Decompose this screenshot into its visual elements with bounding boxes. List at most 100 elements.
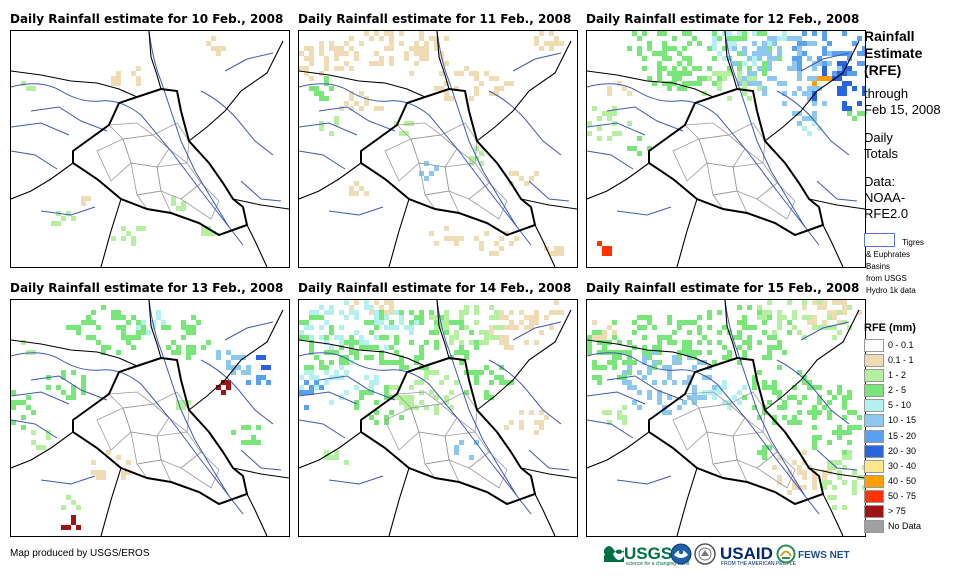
rainfall-cell (489, 325, 494, 330)
rainfall-cell (524, 315, 529, 320)
rainfall-cell (802, 315, 807, 320)
rainfall-cell (722, 46, 727, 51)
international-border (148, 300, 162, 359)
rainfall-cell (444, 375, 449, 380)
rainfall-cell (56, 385, 61, 390)
rainfall-cell (469, 156, 474, 161)
rainfall-cell (554, 41, 559, 46)
international-border (676, 467, 698, 536)
rainfall-cell (772, 465, 777, 470)
rainfall-cell (191, 325, 196, 330)
rainfall-cell (469, 455, 474, 460)
rainfall-cell (339, 360, 344, 365)
international-border (676, 198, 698, 267)
rainfall-cell (777, 345, 782, 350)
rainfall-cell (424, 365, 429, 370)
rainfall-cell (399, 400, 404, 405)
rainfall-cell (682, 56, 687, 61)
rainfall-cell (474, 320, 479, 325)
rainfall-cell (494, 310, 499, 315)
rainfall-cell (319, 51, 324, 56)
rainfall-cell (762, 385, 767, 390)
rainfall-cell (81, 380, 86, 385)
rainfall-cell (747, 345, 752, 350)
rainfall-cell (682, 345, 687, 350)
rainfall-cell (627, 370, 632, 375)
rainfall-cell (479, 161, 484, 166)
rainfall-cell (812, 315, 817, 320)
rainfall-cell (26, 405, 31, 410)
rainfall-cell (802, 126, 807, 131)
rainfall-cell (672, 46, 677, 51)
rainfall-cell (299, 51, 304, 56)
rainfall-cell (667, 86, 672, 91)
rainfall-cell (414, 355, 419, 360)
rainfall-cell (727, 36, 732, 41)
rainfall-cell (627, 380, 632, 385)
rainfall-cell (111, 76, 116, 81)
rainfall-cell (792, 56, 797, 61)
rainfall-cell (622, 370, 627, 375)
rainfall-cell (852, 470, 857, 475)
rainfall-cell (622, 415, 627, 420)
rainfall-cell (792, 61, 797, 66)
rainfall-cell (459, 345, 464, 350)
rainfall-cell (677, 51, 682, 56)
basin-line: Basins (866, 262, 891, 271)
rainfall-cell (389, 300, 394, 305)
usgs-logo-text: USGS (624, 544, 673, 563)
rainfall-cell (767, 400, 772, 405)
rainfall-cell (111, 310, 116, 315)
international-border (148, 31, 162, 90)
rainfall-cell (842, 480, 847, 485)
rainfall-cell (504, 425, 509, 430)
rainfall-cell (324, 450, 329, 455)
rainfall-cell (419, 171, 424, 176)
rainfall-cell (359, 345, 364, 350)
rainfall-cell (597, 375, 602, 380)
rainfall-cell (404, 395, 409, 400)
rainfall-cell (434, 410, 439, 415)
rainfall-cell (71, 515, 76, 520)
rainfall-cell (136, 226, 141, 231)
rainfall-cell (687, 375, 692, 380)
rainfall-cell (21, 400, 26, 405)
rainfall-cell (559, 310, 564, 315)
rainfall-cell (339, 66, 344, 71)
rainfall-cell (812, 121, 817, 126)
river-basin-line (587, 419, 634, 439)
rainfall-cell (812, 96, 817, 101)
rainfall-cell (364, 300, 369, 305)
rainfall-cell (687, 345, 692, 350)
rainfall-cell (592, 330, 597, 335)
rainfall-cell (116, 81, 121, 86)
rainfall-cell (807, 131, 812, 136)
rainfall-cell (837, 470, 842, 475)
rainfall-cell (509, 81, 514, 86)
rainfall-cell (737, 320, 742, 325)
rainfall-cell (349, 46, 354, 51)
rainfall-cell (474, 310, 479, 315)
rainfall-cell (782, 415, 787, 420)
doi-seal-icon (694, 543, 716, 565)
rainfall-cell (334, 56, 339, 61)
rainfall-cell (797, 51, 802, 56)
rainfall-cell (797, 410, 802, 415)
rainfall-cell (842, 66, 847, 71)
rainfall-cell (827, 440, 832, 445)
rainfall-cell (862, 465, 865, 470)
river-basin-line (30, 106, 108, 132)
rainfall-cell (807, 91, 812, 96)
rainfall-cell (319, 365, 324, 370)
rainfall-cell (489, 76, 494, 81)
rainfall-cell (702, 76, 707, 81)
rainfall-cell (832, 465, 837, 470)
rainfall-cell (797, 470, 802, 475)
rainfall-cell (612, 131, 617, 136)
rainfall-cell (314, 91, 319, 96)
rainfall-cell (66, 211, 71, 216)
rainfall-cell (304, 390, 309, 395)
rainfall-cell (837, 86, 842, 91)
rainfall-cell (559, 251, 564, 256)
rainfall-cell (817, 61, 822, 66)
